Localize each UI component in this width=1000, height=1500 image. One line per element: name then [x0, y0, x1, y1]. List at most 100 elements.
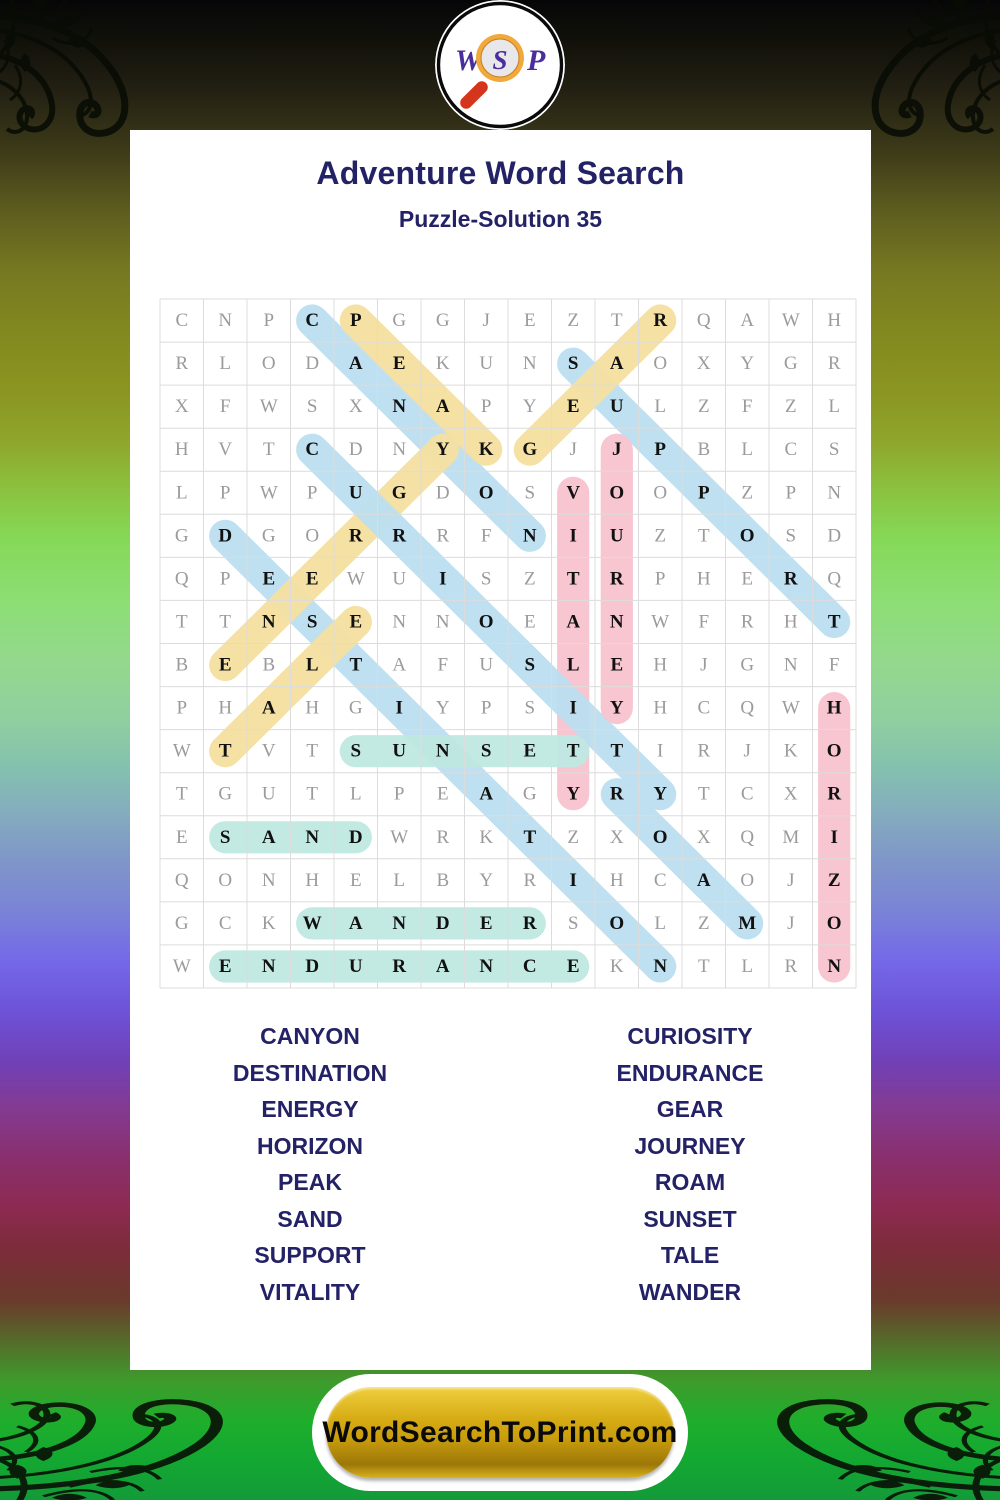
svg-text:A: A [436, 956, 450, 977]
svg-text:Y: Y [610, 698, 624, 719]
svg-text:H: H [305, 870, 319, 891]
svg-text:T: T [523, 827, 536, 848]
svg-text:K: K [436, 353, 450, 374]
svg-text:A: A [392, 655, 406, 676]
svg-text:P: P [654, 439, 666, 460]
svg-text:J: J [743, 741, 750, 762]
svg-text:N: N [436, 612, 450, 633]
svg-text:R: R [436, 827, 449, 848]
svg-text:Y: Y [436, 698, 450, 719]
svg-text:P: P [220, 482, 231, 503]
svg-text:T: T [306, 784, 318, 805]
svg-text:O: O [653, 827, 668, 848]
svg-text:G: G [784, 353, 798, 374]
svg-text:D: D [827, 525, 841, 546]
svg-text:S: S [481, 741, 492, 762]
svg-text:Z: Z [567, 827, 579, 848]
svg-text:H: H [305, 698, 319, 719]
svg-text:E: E [524, 310, 536, 331]
svg-text:X: X [784, 784, 798, 805]
svg-text:P: P [698, 482, 710, 503]
svg-text:D: D [349, 439, 363, 460]
svg-text:A: A [349, 353, 363, 374]
svg-text:E: E [741, 568, 753, 589]
svg-text:A: A [697, 870, 711, 891]
svg-text:T: T [567, 568, 580, 589]
svg-text:Y: Y [479, 870, 493, 891]
svg-text:U: U [392, 741, 406, 762]
svg-text:F: F [481, 525, 492, 546]
svg-text:Z: Z [524, 568, 536, 589]
svg-text:T: T [349, 655, 362, 676]
svg-text:T: T [219, 612, 231, 633]
svg-text:E: E [437, 784, 449, 805]
svg-text:O: O [740, 525, 755, 546]
svg-text:J: J [700, 655, 707, 676]
svg-text:S: S [829, 439, 840, 460]
svg-text:C: C [741, 784, 754, 805]
svg-text:Z: Z [654, 525, 666, 546]
svg-text:N: N [653, 956, 667, 977]
svg-text:N: N [523, 353, 537, 374]
svg-text:R: R [392, 525, 406, 546]
svg-text:L: L [828, 396, 840, 417]
svg-text:A: A [436, 396, 450, 417]
svg-text:V: V [566, 482, 580, 503]
svg-text:S: S [525, 482, 536, 503]
svg-text:L: L [567, 655, 580, 676]
svg-text:S: S [220, 827, 231, 848]
svg-text:N: N [392, 439, 406, 460]
svg-text:G: G [436, 310, 450, 331]
svg-text:N: N [610, 612, 624, 633]
svg-text:I: I [569, 525, 576, 546]
svg-text:R: R [392, 956, 406, 977]
svg-text:S: S [525, 698, 536, 719]
svg-text:I: I [569, 698, 576, 719]
svg-text:O: O [479, 482, 494, 503]
svg-text:E: E [306, 568, 319, 589]
svg-text:H: H [827, 698, 842, 719]
svg-text:W: W [173, 956, 191, 977]
svg-text:Z: Z [567, 310, 579, 331]
svg-text:A: A [610, 353, 624, 374]
svg-text:F: F [699, 612, 710, 633]
svg-text:P: P [350, 310, 362, 331]
svg-text:K: K [479, 827, 493, 848]
svg-text:P: P [220, 568, 231, 589]
svg-text:C: C [219, 913, 232, 934]
svg-text:R: R [741, 612, 754, 633]
svg-text:H: H [784, 612, 798, 633]
svg-text:U: U [479, 353, 493, 374]
svg-text:B: B [175, 655, 188, 676]
svg-text:U: U [479, 655, 493, 676]
svg-text:E: E [393, 353, 406, 374]
svg-text:L: L [393, 870, 405, 891]
svg-text:K: K [784, 741, 798, 762]
svg-text:Y: Y [523, 396, 537, 417]
svg-text:W: W [782, 698, 800, 719]
svg-text:I: I [830, 827, 837, 848]
svg-text:U: U [262, 784, 276, 805]
svg-text:T: T [219, 741, 232, 762]
svg-text:T: T [828, 612, 841, 633]
svg-text:A: A [262, 827, 276, 848]
svg-text:U: U [610, 396, 624, 417]
svg-text:C: C [175, 310, 188, 331]
svg-text:Q: Q [175, 568, 189, 589]
svg-text:N: N [523, 525, 537, 546]
svg-text:W: W [651, 612, 669, 633]
svg-text:W: W [303, 913, 322, 934]
svg-text:W: W [173, 741, 191, 762]
svg-text:C: C [523, 956, 537, 977]
svg-text:A: A [262, 698, 276, 719]
svg-text:C: C [654, 870, 667, 891]
svg-text:E: E [567, 396, 580, 417]
svg-text:J: J [569, 439, 576, 460]
svg-text:V: V [218, 439, 232, 460]
svg-text:L: L [741, 956, 753, 977]
svg-text:D: D [436, 482, 450, 503]
svg-text:N: N [827, 482, 841, 503]
svg-text:G: G [740, 655, 754, 676]
svg-text:E: E [480, 913, 493, 934]
svg-text:F: F [742, 396, 753, 417]
